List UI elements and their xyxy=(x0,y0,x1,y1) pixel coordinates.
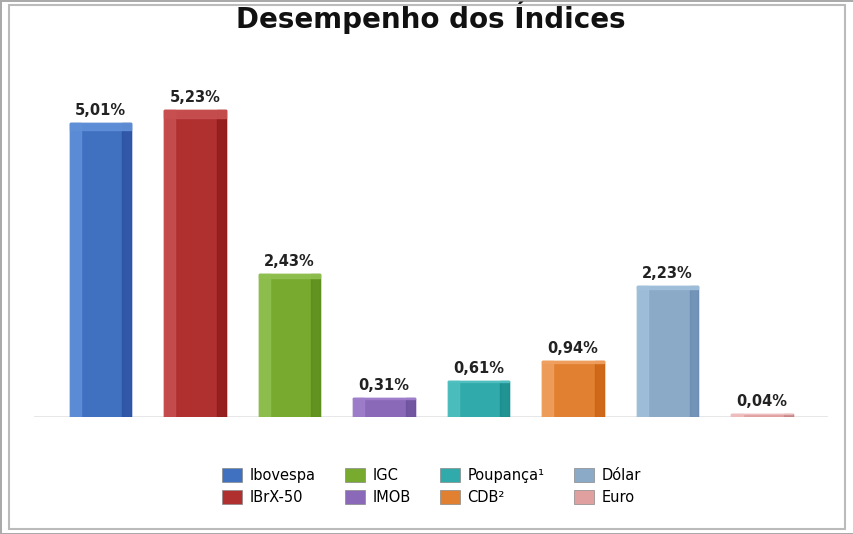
Bar xyxy=(731,414,741,417)
Bar xyxy=(500,381,508,417)
Legend: Ibovespa, IBrX-50, IGC, IMOB, Poupança¹, CDB², Dólar, Euro: Ibovespa, IBrX-50, IGC, IMOB, Poupança¹,… xyxy=(216,462,646,511)
Text: 0,94%: 0,94% xyxy=(547,341,598,356)
Bar xyxy=(122,123,131,417)
Bar xyxy=(164,110,225,118)
Text: 5,01%: 5,01% xyxy=(75,103,125,118)
Bar xyxy=(636,286,698,289)
Bar xyxy=(258,274,320,417)
Text: 5,23%: 5,23% xyxy=(169,90,220,105)
Text: 2,43%: 2,43% xyxy=(264,254,315,269)
Bar xyxy=(447,381,458,417)
Text: 2,23%: 2,23% xyxy=(641,265,692,281)
Bar xyxy=(217,110,225,417)
Bar xyxy=(258,274,270,417)
Bar xyxy=(542,362,603,363)
Text: 0,04%: 0,04% xyxy=(736,394,786,409)
Bar xyxy=(731,414,792,417)
Bar xyxy=(447,381,508,417)
Bar xyxy=(311,274,320,417)
Bar xyxy=(70,123,80,417)
Bar xyxy=(636,286,647,417)
Bar xyxy=(258,274,320,278)
Bar xyxy=(783,414,792,417)
Text: 0,61%: 0,61% xyxy=(452,360,503,375)
Bar xyxy=(595,362,603,417)
Bar xyxy=(164,110,175,417)
Bar xyxy=(688,286,698,417)
Bar xyxy=(70,123,131,417)
Bar xyxy=(447,381,508,382)
Bar xyxy=(353,398,415,417)
Bar xyxy=(405,398,415,417)
Bar xyxy=(70,123,131,130)
Title: Desempenho dos Índices: Desempenho dos Índices xyxy=(236,2,625,34)
Text: 0,31%: 0,31% xyxy=(358,378,409,393)
Bar xyxy=(542,362,553,417)
Bar xyxy=(542,362,603,417)
Bar xyxy=(164,110,225,417)
Bar xyxy=(636,286,698,417)
Bar xyxy=(353,398,364,417)
